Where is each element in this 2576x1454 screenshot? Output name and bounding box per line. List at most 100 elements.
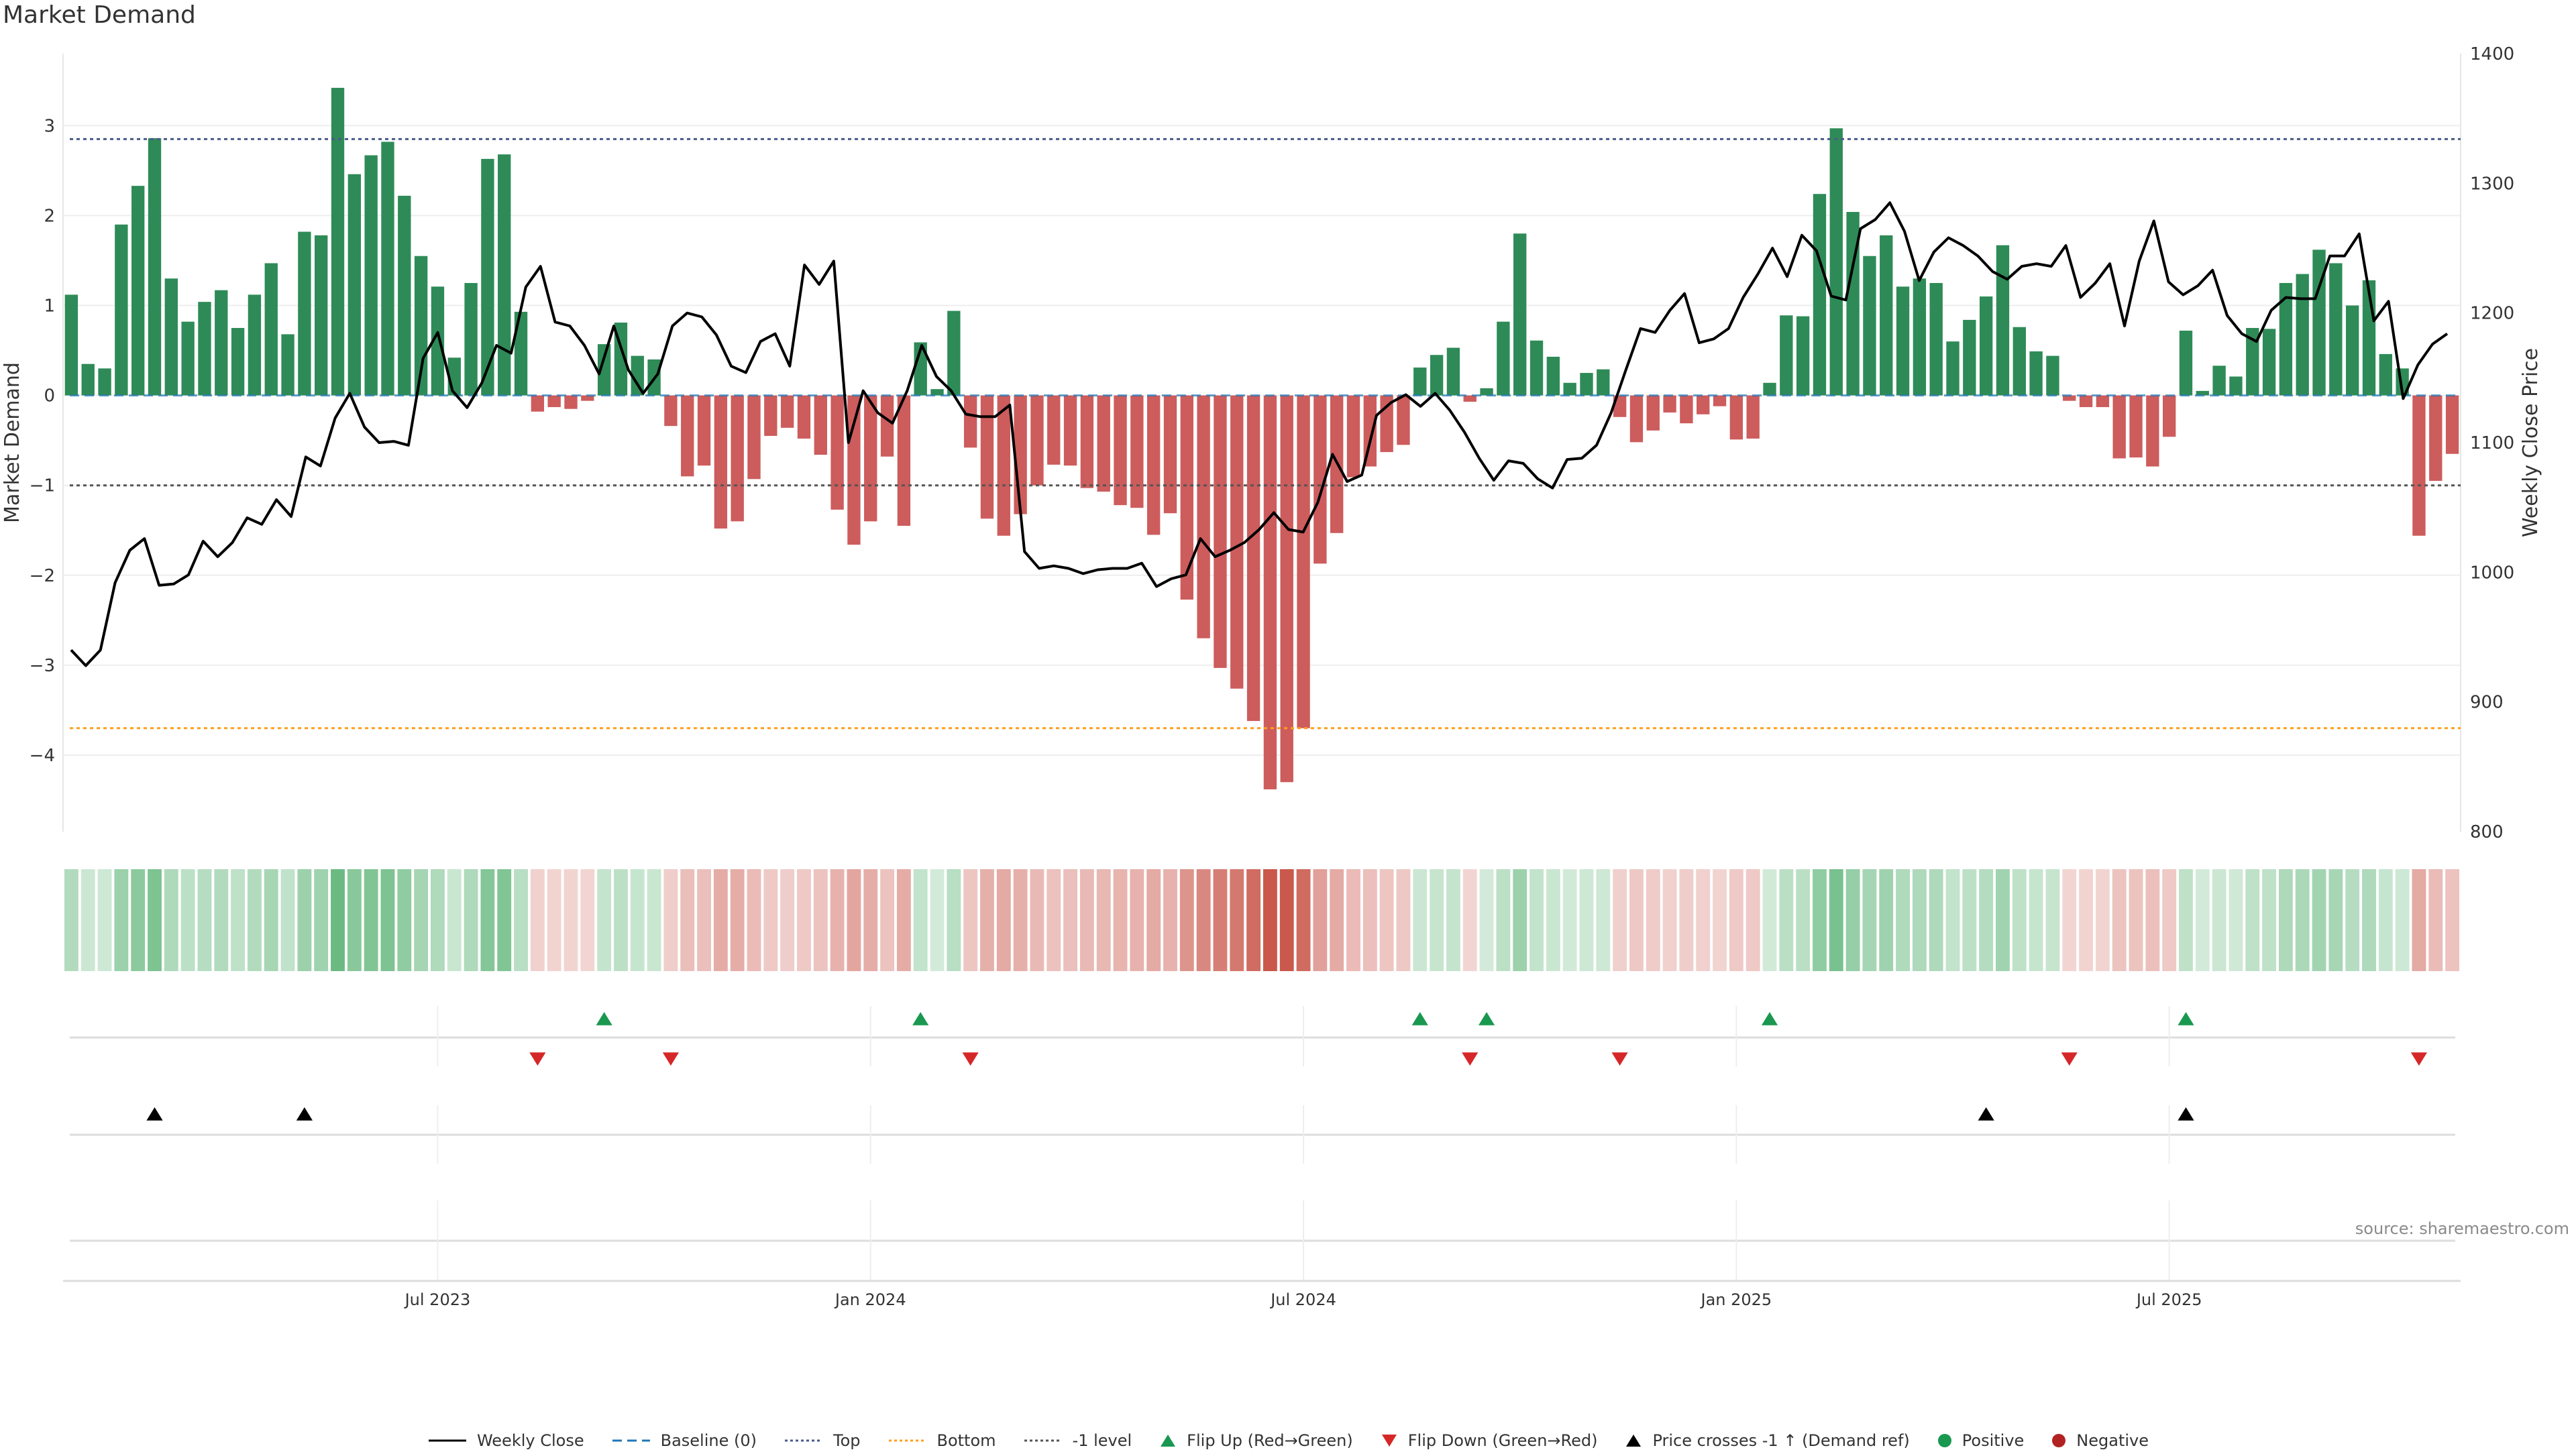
demand-bar: [1413, 368, 1427, 396]
top-swatch-icon: [785, 1439, 822, 1442]
demand-bar: [2312, 249, 2326, 396]
demand-heat-cell: [1379, 869, 1394, 971]
flip-down-marker: [529, 1052, 546, 1066]
demand-bar: [1796, 316, 1810, 396]
price-cross-marker: [146, 1107, 163, 1121]
demand-heat-cell: [1629, 869, 1644, 971]
demand-heat-cell: [730, 869, 745, 971]
demand-heat-cell: [1130, 869, 1144, 971]
demand-heat-cell: [1862, 869, 1877, 971]
demand-heat-cell: [331, 869, 345, 971]
legend-baseline: Baseline (0): [611, 1431, 757, 1450]
demand-bar: [2046, 355, 2059, 396]
y2-tick-label: 1000: [2470, 563, 2514, 583]
demand-bar: [198, 302, 211, 396]
demand-heat-cell: [1296, 869, 1311, 971]
demand-heat-cell: [2328, 869, 2343, 971]
demand-heat-cell: [1330, 869, 1344, 971]
demand-bar: [115, 224, 128, 396]
demand-bar: [1729, 395, 1743, 440]
demand-heat-cell: [1046, 869, 1061, 971]
demand-bar: [764, 395, 777, 436]
demand-bar: [1979, 296, 1993, 396]
demand-bar: [1214, 395, 1227, 668]
dot-red-icon: [2052, 1434, 2066, 1447]
demand-heat-cell: [530, 869, 545, 971]
demand-bar: [1580, 373, 1593, 396]
x-tick-label: Jul 2025: [2135, 1290, 2202, 1309]
demand-bar: [1913, 278, 1927, 396]
demand-bar: [1363, 395, 1377, 467]
demand-heat-cell: [847, 869, 861, 971]
demand-heat-cell: [597, 869, 612, 971]
demand-bar: [997, 395, 1010, 536]
demand-bar: [2079, 395, 2093, 408]
demand-heat-cell: [1230, 869, 1244, 971]
demand-bar: [1713, 395, 1727, 406]
demand-bar: [897, 395, 911, 526]
demand-heat-cell: [264, 869, 278, 971]
demand-heat-cell: [863, 869, 878, 971]
legend-label: Top: [833, 1431, 861, 1450]
demand-heat-cell: [214, 869, 229, 971]
legend-bottom: Bottom: [888, 1431, 996, 1450]
demand-heat-cell: [830, 869, 845, 971]
y-tick-label: −2: [30, 566, 55, 586]
y-tick-label: 1: [44, 296, 55, 316]
demand-heat-cell: [447, 869, 462, 971]
demand-heat-cell: [2262, 869, 2277, 971]
page-title: Market Demand: [3, 1, 196, 29]
demand-heat-cell: [1779, 869, 1794, 971]
demand-heat-cell: [1529, 869, 1544, 971]
demand-heat-cell: [1746, 869, 1760, 971]
demand-bar: [547, 395, 561, 408]
y2-tick-label: 1400: [2470, 44, 2514, 64]
price-cross-marker: [2178, 1107, 2194, 1121]
demand-bar: [1130, 395, 1144, 508]
demand-bar: [64, 294, 78, 396]
flip-up-marker: [912, 1012, 929, 1025]
demand-bar: [830, 395, 844, 510]
demand-bar: [1463, 395, 1477, 402]
demand-heat-cell: [2112, 869, 2127, 971]
y-tick-label: −3: [30, 656, 55, 676]
demand-bar: [2429, 395, 2443, 481]
demand-bar: [514, 311, 528, 396]
demand-heat-cell: [1579, 869, 1594, 971]
demand-bar: [2146, 395, 2159, 467]
demand-heat-cell: [1845, 869, 1860, 971]
demand-heat-cell: [1263, 869, 1277, 971]
demand-bar: [581, 395, 594, 401]
demand-heat-cell: [1413, 869, 1428, 971]
demand-heat-cell: [1113, 869, 1128, 971]
demand-heat-cell: [2362, 869, 2376, 971]
demand-bar: [747, 395, 761, 480]
demand-bar: [1896, 286, 1910, 396]
demand-bar: [664, 395, 678, 427]
legend-minus1: -1 level: [1023, 1431, 1132, 1450]
demand-heat-cell: [1896, 869, 1910, 971]
demand-heat-cell: [697, 869, 711, 971]
demand-bar: [231, 328, 245, 396]
demand-bar: [1880, 235, 1893, 396]
demand-bar: [1996, 245, 2010, 396]
y2-tick-label: 1200: [2470, 304, 2514, 324]
demand-heat-cell: [880, 869, 894, 971]
demand-bar: [1929, 282, 1943, 396]
demand-bar: [2229, 376, 2243, 396]
demand-heat-cell: [1879, 869, 1894, 971]
demand-bar: [1497, 321, 1510, 396]
demand-heat-cell: [514, 869, 528, 971]
demand-heat-cell: [197, 869, 212, 971]
flip-up-marker: [1411, 1012, 1428, 1025]
y2-axis-label: Weekly Close Price: [2519, 348, 2542, 537]
demand-heat-cell: [231, 869, 246, 971]
legend-label: Weekly Close: [476, 1431, 584, 1450]
demand-heat-cell: [497, 869, 512, 971]
triangle-up-black-icon: [1626, 1435, 1642, 1447]
bottom-swatch-icon: [888, 1439, 926, 1442]
demand-heat-cell: [1962, 869, 1977, 971]
demand-bar: [347, 174, 362, 396]
demand-bar: [2179, 331, 2193, 396]
demand-bar: [1146, 395, 1161, 535]
